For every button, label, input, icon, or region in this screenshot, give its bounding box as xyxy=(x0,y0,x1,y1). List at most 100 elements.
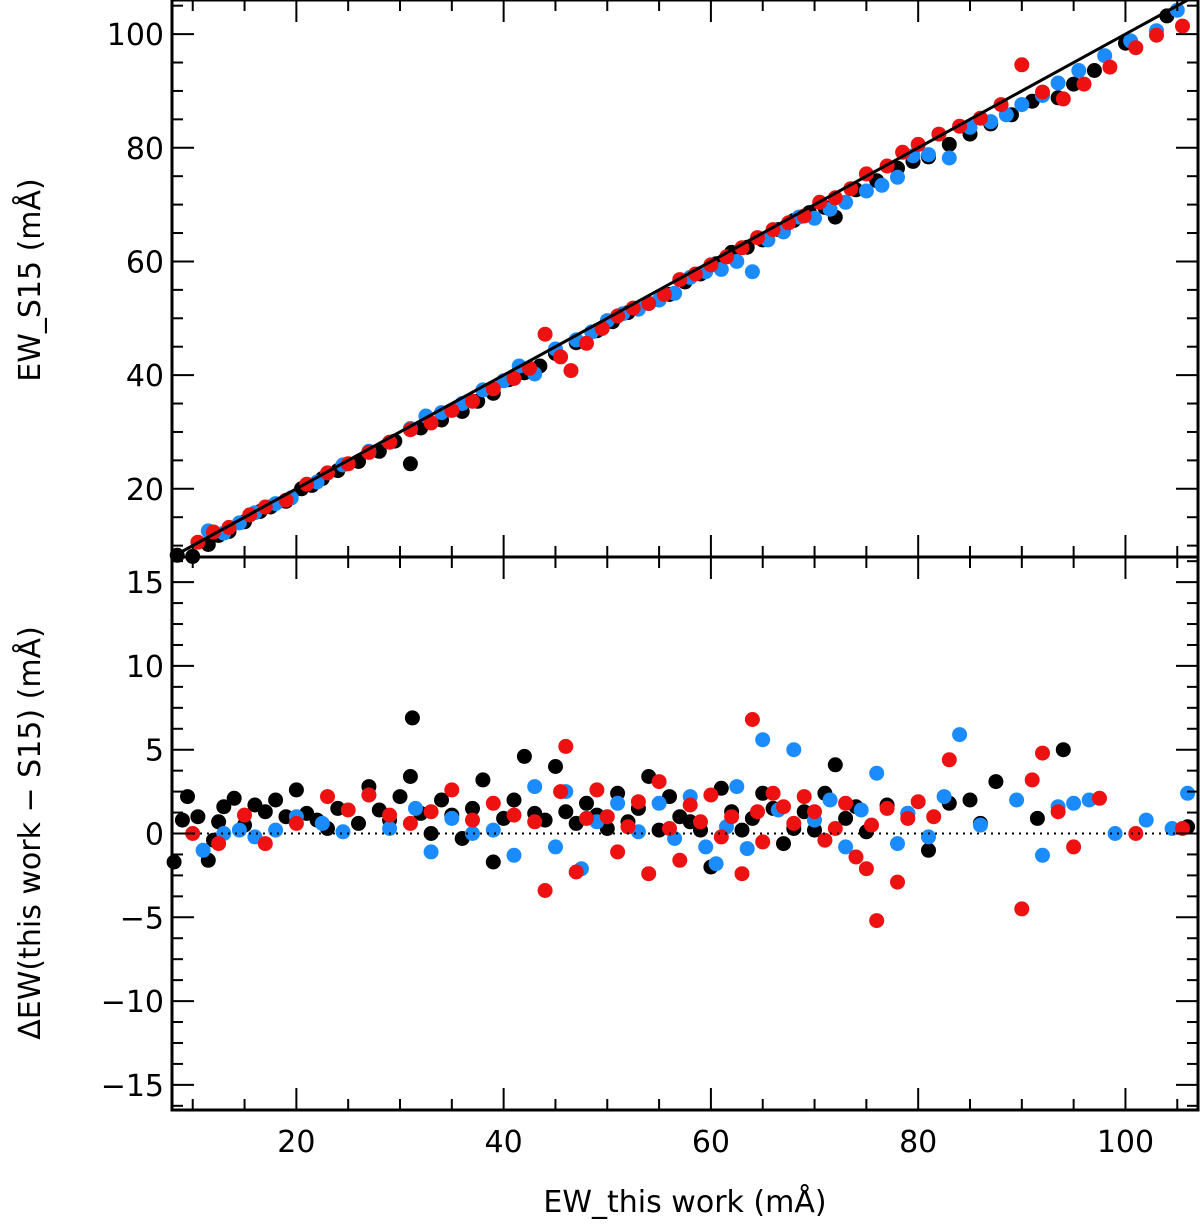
data-point-red xyxy=(444,782,460,798)
data-point-red xyxy=(599,809,615,825)
data-point-red xyxy=(869,913,885,929)
data-point-blue xyxy=(382,821,398,836)
data-point-red xyxy=(465,393,480,409)
data-point-red xyxy=(1035,745,1050,761)
x-tick-label: 60 xyxy=(692,1125,730,1160)
data-point-red xyxy=(211,836,227,852)
data-point-black xyxy=(190,809,206,825)
x-axis-title: EW_this work (mÅ) xyxy=(543,1184,826,1220)
data-point-blue xyxy=(465,826,480,841)
data-point-black xyxy=(776,836,791,852)
data-point-red xyxy=(1035,84,1050,100)
data-point-blue xyxy=(1014,97,1030,113)
data-point-blue xyxy=(1071,63,1087,78)
data-point-red xyxy=(558,738,574,754)
data-point-red xyxy=(1175,821,1190,836)
y-tick-label: 15 xyxy=(126,566,164,601)
top-panel: 20 40 60 80 100 EW_S15 (mÅ) xyxy=(12,0,1200,564)
data-point-red xyxy=(713,829,729,845)
data-point-blue xyxy=(858,183,874,199)
data-point-black xyxy=(548,759,563,774)
data-point-red xyxy=(1128,826,1144,841)
data-point-blue xyxy=(1050,75,1066,91)
data-point-red xyxy=(340,802,356,818)
data-point-blue xyxy=(548,839,563,855)
data-point-red xyxy=(817,832,833,848)
data-point-blue xyxy=(610,795,626,811)
data-point-black xyxy=(211,814,227,830)
data-point-blue xyxy=(739,841,755,857)
data-point-red xyxy=(1014,57,1030,73)
data-point-red xyxy=(796,789,812,805)
data-point-blue xyxy=(444,810,460,826)
data-point-red xyxy=(838,795,854,811)
data-point-red xyxy=(579,335,594,351)
data-point-black xyxy=(838,810,854,826)
bottom-y-ticks: −15 −10 −5 0 5 10 15 xyxy=(101,560,1198,1107)
data-point-red xyxy=(423,415,439,431)
data-point-red xyxy=(402,815,418,831)
data-point-blue xyxy=(853,802,869,818)
data-point-red xyxy=(568,864,584,880)
x-tick-label: 20 xyxy=(277,1125,315,1160)
data-point-blue xyxy=(952,727,968,743)
data-point-red xyxy=(848,849,864,865)
data-point-blue xyxy=(485,822,501,838)
top-y-axis-title: EW_S15 (mÅ) xyxy=(12,178,48,382)
data-point-red xyxy=(703,787,719,803)
data-point-red xyxy=(807,804,822,820)
data-point-blue xyxy=(698,839,714,855)
x-tick-label: 40 xyxy=(485,1125,523,1160)
data-point-red xyxy=(625,300,641,316)
data-point-red xyxy=(682,797,698,813)
data-point-blue xyxy=(314,815,330,831)
data-point-red xyxy=(610,844,626,860)
data-point-red xyxy=(340,456,356,472)
data-point-red xyxy=(579,810,594,826)
data-point-blue xyxy=(423,844,439,860)
data-point-red xyxy=(724,809,740,825)
data-point-black xyxy=(1055,742,1071,758)
data-point-black xyxy=(465,800,480,816)
data-point-red xyxy=(1102,59,1118,75)
data-point-black xyxy=(216,799,232,815)
data-point-red xyxy=(1066,839,1082,855)
data-point-blue xyxy=(1180,785,1196,801)
data-point-red xyxy=(672,852,688,868)
data-point-red xyxy=(693,814,708,830)
data-point-red xyxy=(662,821,677,836)
data-point-red xyxy=(641,296,657,311)
data-point-black xyxy=(988,774,1004,790)
data-point-black xyxy=(962,792,978,808)
data-point-red xyxy=(237,807,252,823)
data-point-black xyxy=(755,785,771,801)
data-point-black xyxy=(268,792,284,808)
data-point-red xyxy=(750,804,765,820)
data-point-red xyxy=(786,815,802,831)
data-point-red xyxy=(719,249,734,265)
data-point-black xyxy=(1086,63,1102,78)
data-point-black xyxy=(734,822,750,838)
data-point-red xyxy=(864,817,879,833)
data-point-blue xyxy=(744,264,760,280)
data-point-blue xyxy=(1107,826,1123,841)
data-point-black xyxy=(257,804,273,820)
data-point-blue xyxy=(527,779,543,795)
data-point-red xyxy=(320,789,335,805)
data-point-red xyxy=(703,257,719,273)
data-point-red xyxy=(537,326,553,342)
data-point-black xyxy=(288,782,304,798)
data-point-blue xyxy=(786,742,802,758)
data-point-black xyxy=(180,789,195,805)
y-tick-label: 60 xyxy=(126,245,164,280)
data-point-red xyxy=(506,807,522,823)
x-tick-label: 100 xyxy=(1097,1125,1154,1160)
data-point-blue xyxy=(651,795,667,811)
y-tick-label: 100 xyxy=(107,18,164,53)
data-point-red xyxy=(1014,901,1030,917)
data-point-red xyxy=(485,381,501,397)
data-point-black xyxy=(351,815,366,831)
data-point-red xyxy=(1128,40,1144,56)
data-point-black xyxy=(402,769,418,784)
data-point-blue xyxy=(408,800,423,816)
